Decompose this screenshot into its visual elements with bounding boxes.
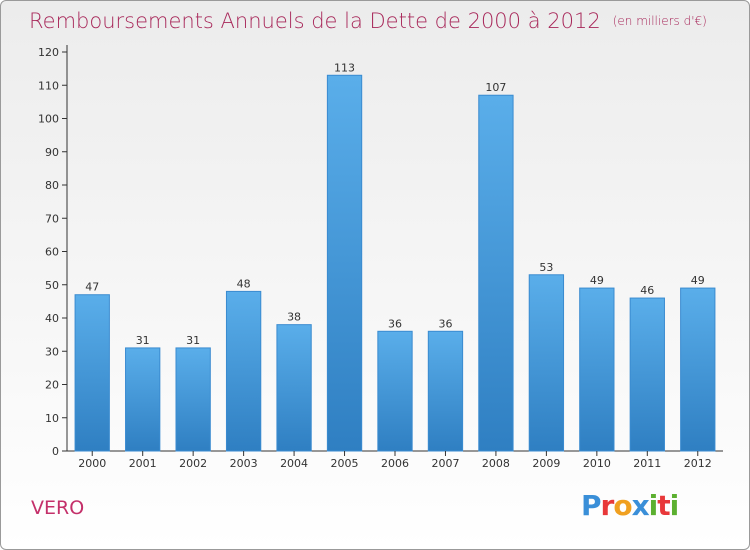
y-tick-label: 20 — [45, 379, 59, 392]
bar-2002 — [175, 347, 211, 452]
x-tick-label: 2001 — [129, 457, 157, 470]
bar-2012 — [680, 287, 716, 452]
bar-value-label: 49 — [590, 274, 604, 287]
commune-name: VERO — [31, 497, 85, 519]
bar-value-label: 107 — [485, 81, 506, 94]
x-tick-label: 2009 — [532, 457, 560, 470]
x-tick-label: 2008 — [482, 457, 510, 470]
y-tick-label: 60 — [45, 246, 59, 259]
x-tick-label: 2002 — [179, 457, 207, 470]
bar-value-label: 46 — [640, 284, 654, 297]
bar-2007 — [427, 330, 464, 452]
chart-title-text: Remboursements Annuels de la Dette de 20… — [29, 9, 601, 33]
bar-value-label: 38 — [287, 311, 301, 324]
bar-value-label: 113 — [334, 61, 355, 74]
bar-value-label: 49 — [691, 274, 705, 287]
x-tick-label: 2010 — [583, 457, 611, 470]
bar-2010 — [579, 287, 615, 452]
y-tick-label: 50 — [45, 279, 59, 292]
logo-letter: t — [657, 489, 670, 522]
logo-letter: P — [581, 489, 602, 522]
x-tick-label: 2003 — [230, 457, 258, 470]
x-tick-label: 2012 — [684, 457, 712, 470]
y-tick-label: 40 — [45, 312, 59, 325]
bar-2008 — [478, 94, 514, 452]
logo-letter: x — [631, 489, 650, 522]
bar-value-label: 31 — [186, 334, 200, 347]
bar-2001 — [125, 347, 161, 452]
chart-unit: (en milliers d'€) — [612, 14, 707, 28]
bar-2006 — [377, 330, 413, 452]
y-tick-label: 0 — [52, 445, 59, 458]
logo-letter: r — [600, 489, 615, 522]
bar-2004 — [276, 324, 312, 452]
y-tick-label: 90 — [45, 146, 59, 159]
y-tick-label: 30 — [45, 345, 59, 358]
y-tick-label: 110 — [38, 79, 59, 92]
logo-letter: i — [648, 489, 659, 522]
bar-2009 — [528, 274, 565, 452]
x-tick-label: 2007 — [431, 457, 459, 470]
bar-value-label: 47 — [85, 281, 99, 294]
x-tick-label: 2004 — [280, 457, 308, 470]
x-tick-label: 2006 — [381, 457, 409, 470]
x-tick-label: 2005 — [331, 457, 359, 470]
bar-value-label: 53 — [539, 261, 553, 274]
y-tick-label: 10 — [45, 412, 59, 425]
bar-2003 — [225, 290, 262, 452]
y-tick-label: 120 — [38, 46, 59, 59]
logo-letter: o — [613, 489, 632, 522]
bar-value-label: 48 — [237, 277, 251, 290]
bar-value-label: 36 — [388, 317, 402, 330]
y-tick-label: 70 — [45, 212, 59, 225]
bar-value-label: 36 — [438, 317, 452, 330]
bar-2000 — [74, 294, 110, 452]
logo-letter: i — [669, 489, 680, 522]
proxiti-logo: Proxiti — [581, 489, 680, 522]
y-tick-label: 80 — [45, 179, 59, 192]
x-tick-label: 2011 — [633, 457, 661, 470]
chart-title: Remboursements Annuels de la Dette de 20… — [29, 9, 707, 33]
bar-value-label: 31 — [136, 334, 150, 347]
y-tick-label: 100 — [38, 113, 59, 126]
x-tick-label: 2000 — [78, 457, 106, 470]
bar-2005 — [326, 74, 363, 452]
bar-2011 — [629, 297, 665, 452]
